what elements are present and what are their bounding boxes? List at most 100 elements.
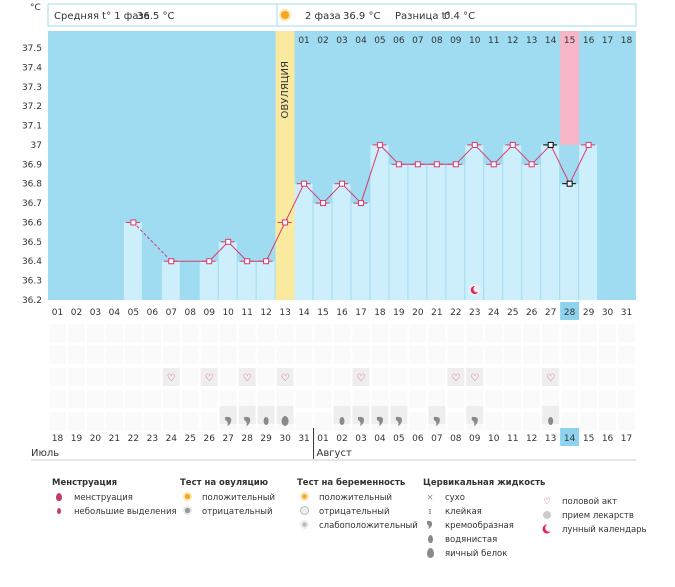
marker-cell — [49, 346, 66, 364]
moon-cut — [473, 285, 481, 293]
marker-cell — [67, 412, 85, 430]
cycle-day-top: 05 — [374, 36, 385, 46]
watery-icon — [339, 417, 345, 425]
marker-cell — [599, 324, 617, 342]
date-label: 29 — [260, 434, 272, 444]
date-label: 17 — [621, 434, 632, 444]
phase2-label: 2 фаза — [305, 11, 341, 22]
intercourse-cell — [276, 368, 294, 386]
date-label: 01 — [317, 434, 328, 444]
date-label: 12 — [526, 434, 537, 444]
fluid-cell — [238, 406, 256, 424]
marker-cell — [257, 324, 275, 342]
marker-cell — [485, 324, 503, 342]
month-label: Июль — [31, 448, 59, 459]
marker-cell — [238, 390, 256, 408]
legend-item: лунный календарь — [562, 525, 647, 535]
marker-cell — [105, 412, 123, 430]
temp-point — [490, 161, 497, 168]
temperature-bar — [579, 144, 598, 300]
temp-point — [376, 141, 383, 148]
temp-point — [168, 258, 175, 265]
phase1-label: Средняя t° 1 фаза — [54, 11, 150, 22]
egg-white-icon — [281, 416, 289, 426]
cycle-day-label: 04 — [109, 308, 121, 318]
marker-cell — [200, 390, 218, 408]
cycle-day-top: 16 — [583, 36, 595, 46]
legend-ovulation-title: Тест на овуляцию — [180, 478, 269, 488]
marker-cell — [105, 368, 123, 386]
temp-point — [471, 141, 478, 148]
date-label: 24 — [166, 434, 178, 444]
legend-item: отрицательный — [202, 507, 273, 517]
intercourse-cell — [466, 368, 484, 386]
y-tick-label: 37.3 — [22, 83, 42, 93]
cycle-day-top: 10 — [469, 36, 481, 46]
marker-cell — [219, 346, 237, 364]
cycle-day-label: 07 — [166, 308, 177, 318]
marker-cell — [409, 412, 427, 430]
date-label: 06 — [412, 434, 424, 444]
date-label: 27 — [222, 434, 233, 444]
marker-cell — [49, 368, 66, 386]
marker-cell — [143, 324, 161, 342]
marker-rows: ♡ ♡ ♡ ♡ ♡ ♡ ♡ ♡ — [49, 324, 635, 430]
marker-cell — [561, 390, 579, 408]
creamy-icon — [423, 520, 437, 532]
temp-point — [339, 180, 345, 187]
creamy-icon — [357, 416, 365, 426]
y-tick-label: 36.2 — [22, 296, 42, 306]
date-label: 08 — [450, 434, 462, 444]
marker-cell — [409, 368, 427, 386]
temperature-bar — [560, 183, 579, 300]
marker-cell — [219, 324, 237, 342]
fluid-cell — [428, 406, 446, 424]
temp-point — [225, 238, 232, 245]
date-axis: 18 19 20 21 22 23 24 25 26 27 28 29 30 31 01 02 03 04 05 06… — [31, 428, 636, 461]
cycle-day-top: 02 — [317, 36, 328, 46]
temperature-bar — [389, 164, 408, 300]
marker-cell — [618, 368, 635, 386]
marker-cell — [124, 390, 142, 408]
marker-cell — [67, 368, 85, 386]
marker-cell — [105, 324, 123, 342]
marker-cell — [86, 346, 104, 364]
marker-cell — [49, 390, 66, 408]
intercourse-cell — [162, 368, 180, 386]
temperature-bar — [370, 144, 389, 300]
ovulation-sun-icon — [279, 9, 291, 21]
date-label: 25 — [185, 434, 196, 444]
temp-point — [509, 141, 516, 148]
marker-cell — [49, 324, 66, 342]
cycle-day-label: 31 — [621, 308, 632, 318]
y-tick-label: 37 — [31, 141, 42, 151]
marker-cell — [504, 324, 522, 342]
temp-point — [320, 200, 327, 207]
cycle-day-top: 11 — [488, 36, 499, 46]
moon-icon — [540, 523, 554, 537]
date-label: 07 — [431, 434, 442, 444]
cycle-day-label: 12 — [260, 308, 271, 318]
legend-item: небольшие выделения — [74, 507, 177, 517]
date-label: 20 — [90, 434, 102, 444]
temp-point — [395, 161, 402, 168]
marker-cell — [162, 412, 180, 430]
marker-cell — [599, 368, 617, 386]
legend-item: положительный — [202, 493, 275, 503]
marker-cell — [314, 390, 332, 408]
y-unit-label: °C — [30, 3, 41, 13]
cycle-day-label: 08 — [185, 308, 197, 318]
menstruation-drop-icon — [52, 492, 66, 504]
marker-cell — [618, 346, 635, 364]
marker-cell — [181, 324, 199, 342]
temp-point — [263, 258, 270, 265]
marker-cell — [67, 346, 85, 364]
y-tick-label: 37.4 — [22, 63, 42, 73]
series-segment — [569, 144, 590, 184]
cycle-day-top: 04 — [355, 36, 367, 46]
fluid-cell — [371, 406, 389, 424]
cycle-day-top: 07 — [412, 36, 423, 46]
marker-cell — [447, 390, 465, 408]
chart-header: 01 02 03 04 05 06 07 08 09 10 11 12 13 14 15 16 17 18 Сред… — [47, 3, 637, 48]
series-segment — [132, 222, 172, 262]
